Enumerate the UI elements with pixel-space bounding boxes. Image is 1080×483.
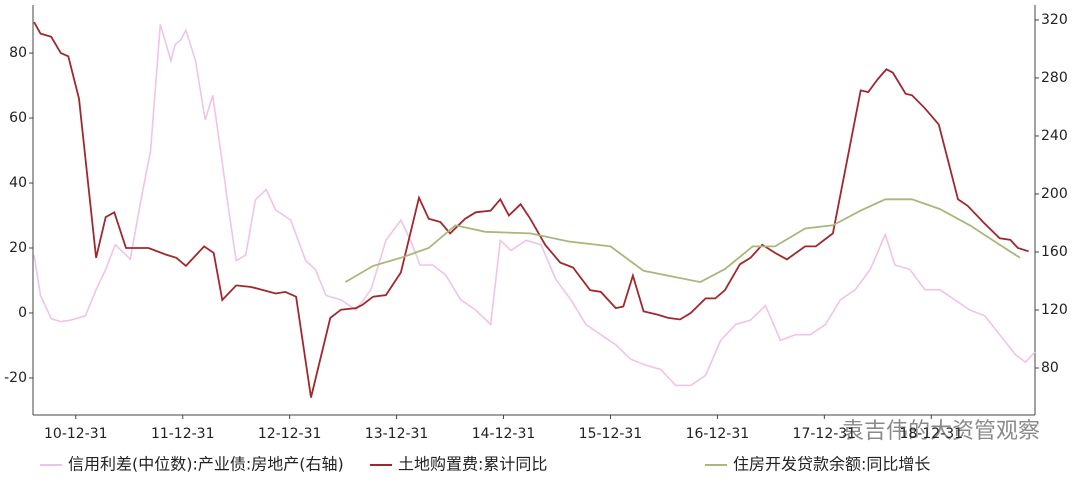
watermark: 袁吉伟的大资管观察: [842, 419, 1040, 444]
series-line: [33, 24, 1036, 387]
y2-tick-label: 120: [1041, 302, 1068, 318]
y-tick-label: 40: [9, 175, 27, 191]
x-tick-label: 14-12-31: [472, 426, 536, 442]
x-tick-label: 12-12-31: [258, 426, 322, 442]
x-tick-label: 18-12-31: [899, 426, 963, 442]
y-tick-label: -20: [4, 370, 27, 386]
x-tick-label: 13-12-31: [365, 426, 429, 442]
x-tick-label: 17-12-31: [793, 426, 857, 442]
legend-label: 土地购置费:累计同比: [398, 455, 547, 474]
legend-label: 信用利差(中位数):产业债:房地产(右轴): [68, 455, 344, 474]
y2-tick-label: 200: [1041, 186, 1068, 202]
x-tick-label: 11-12-31: [151, 426, 215, 442]
y2-tick-label: 80: [1041, 360, 1059, 376]
series-line: [344, 198, 1021, 284]
series-line: [33, 21, 1029, 398]
y-tick-label: 20: [9, 240, 27, 256]
legend-label: 住房开发贷款余额:同比增长: [733, 455, 930, 474]
y-tick-label: 0: [18, 305, 27, 321]
x-tick-label: 15-12-31: [579, 426, 643, 442]
y2-tick-label: 240: [1041, 128, 1068, 144]
y2-tick-label: 280: [1041, 70, 1068, 86]
y-tick-label: 60: [9, 110, 27, 126]
y2-tick-label: 320: [1041, 12, 1068, 28]
y-tick-label: 80: [9, 45, 27, 61]
y2-tick-label: 160: [1041, 244, 1068, 260]
x-tick-label: 10-12-31: [44, 426, 108, 442]
x-tick-label: 16-12-31: [686, 426, 750, 442]
